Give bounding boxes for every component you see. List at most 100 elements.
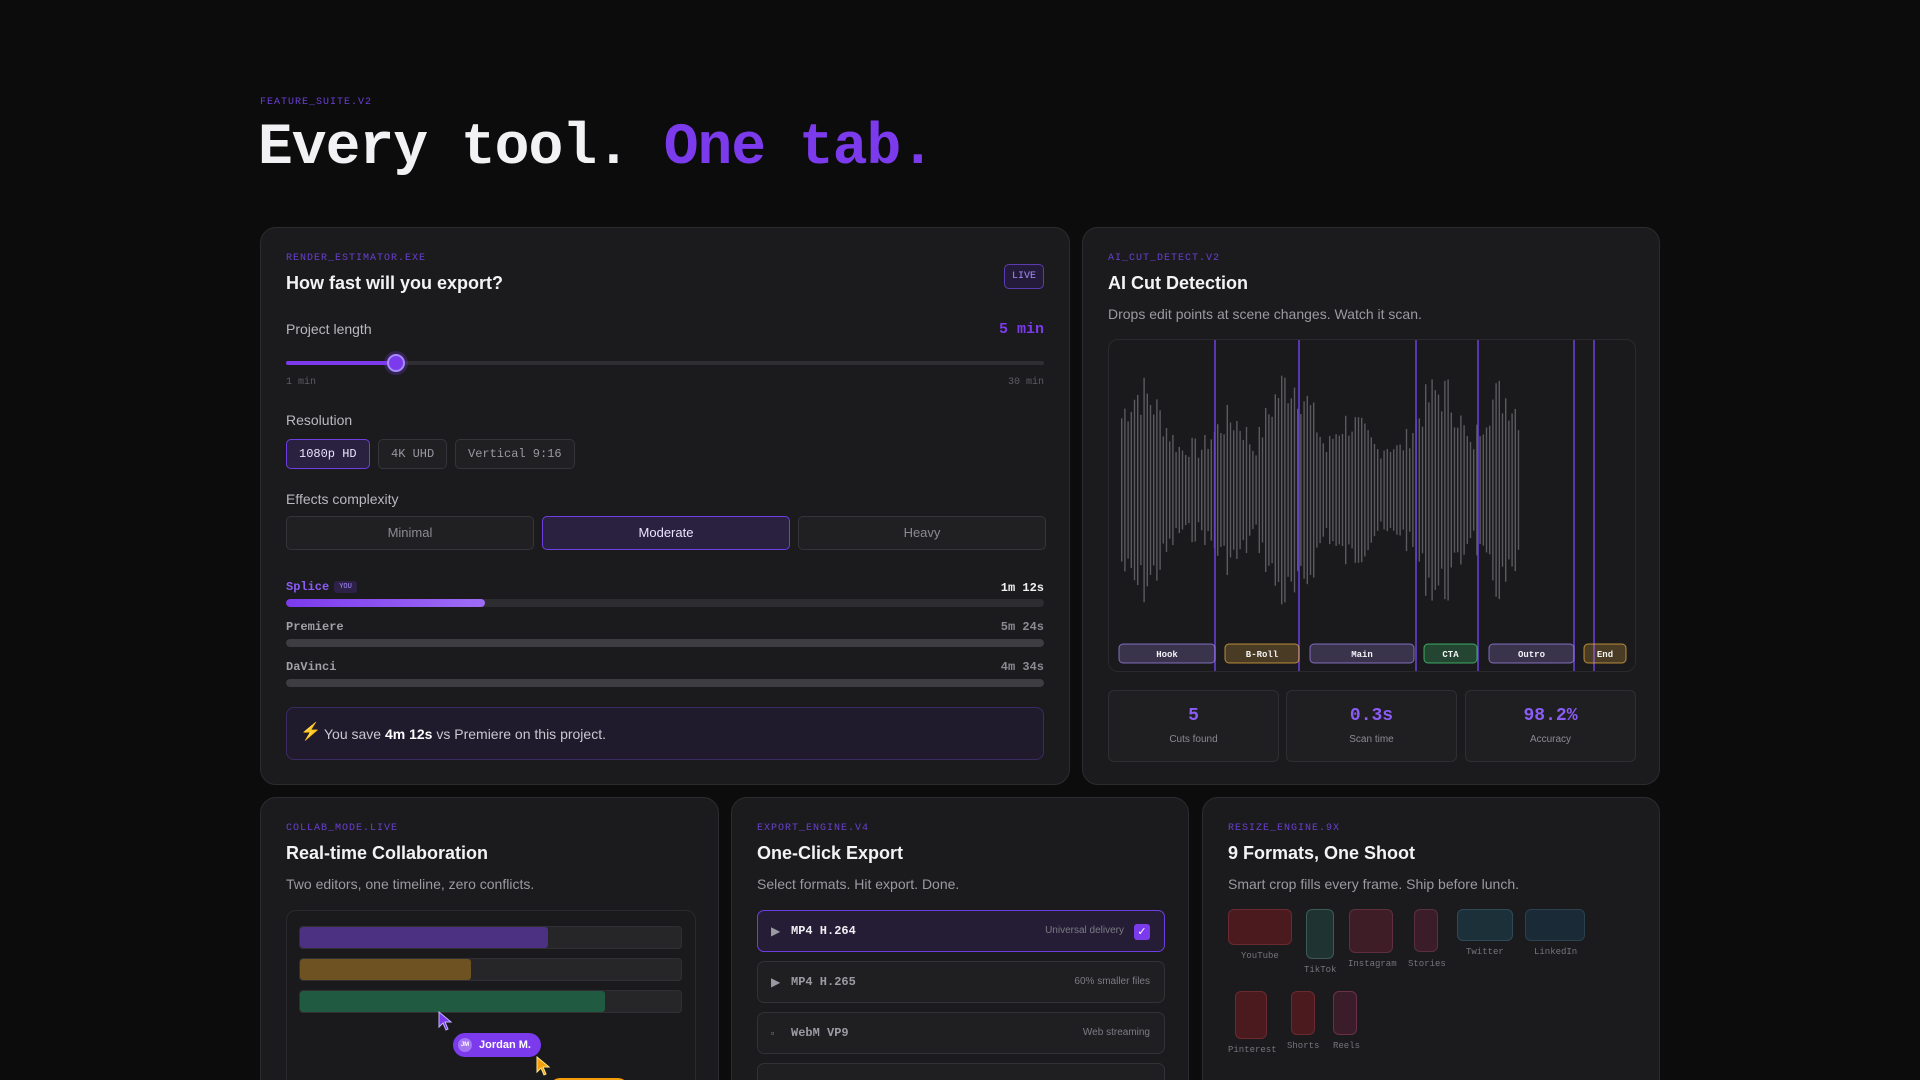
waveform-bar (1210, 439, 1212, 541)
frame-reels[interactable] (1333, 991, 1357, 1035)
slider-max-label: 30 min (1007, 377, 1044, 388)
waveform-bar (1217, 424, 1219, 556)
waveform-bar (1281, 375, 1283, 605)
waveform-bar (1127, 421, 1129, 559)
waveform-bar (1137, 394, 1139, 586)
result-bar-splice (286, 599, 1044, 607)
timeline-track[interactable] (299, 926, 682, 949)
collab-timeline: JM Jordan M. (286, 910, 696, 1080)
timeline-track[interactable] (299, 958, 682, 981)
result-name-premiere: Premiere (286, 620, 344, 634)
format-option-mp4-h264[interactable]: ▶ MP4 H.264 Universal delivery ✓ (757, 910, 1165, 952)
waveform-bar (1332, 438, 1334, 542)
frame-label-linkedin: LinkedIn (1534, 947, 1578, 957)
effects-option-heavy[interactable]: Heavy (798, 516, 1046, 550)
waveform-bar (1498, 380, 1500, 600)
savings-text: You save 4m 12s vs Premiere on this proj… (324, 726, 606, 742)
project-length-slider[interactable] (286, 354, 1044, 372)
waveform-bar (1393, 449, 1395, 531)
waveform-bar (1201, 449, 1203, 531)
square-icon: ▫ (771, 1028, 775, 1038)
waveform-bar (1453, 427, 1456, 553)
result-time-premiere: 5m 24s (1000, 620, 1044, 634)
format-option-partial[interactable] (757, 1063, 1165, 1080)
live-badge: LIVE (1003, 264, 1044, 289)
segment-label-outro[interactable]: Outro (1488, 643, 1575, 664)
waveform-bar (1345, 415, 1347, 565)
waveform-bar (1226, 404, 1228, 576)
waveform-bar (1169, 441, 1171, 539)
stat-cuts: 5 Cuts found (1108, 690, 1279, 762)
waveform-bar (1441, 411, 1443, 569)
frame-instagram[interactable] (1349, 909, 1393, 953)
segment-label-hook[interactable]: Hook (1118, 643, 1216, 664)
result-name-text: Splice (286, 580, 330, 594)
stat-label: Cuts found (1169, 734, 1218, 745)
format-option-mp4-h265[interactable]: ▶ MP4 H.265 60% smaller files (757, 961, 1165, 1003)
resolution-option-vertical[interactable]: Vertical 9:16 (455, 439, 575, 469)
effects-option-minimal[interactable]: Minimal (286, 516, 534, 550)
waveform-bar (1505, 398, 1507, 582)
frame-tiktok[interactable] (1306, 909, 1334, 959)
track-clip[interactable] (300, 927, 548, 948)
frame-shorts[interactable] (1291, 991, 1315, 1035)
waveform-bar (1428, 402, 1430, 578)
segment-label-text: B-Roll (1246, 650, 1279, 660)
frame-label-shorts: Shorts (1287, 1041, 1320, 1051)
waveform-bar (1514, 408, 1516, 572)
segment-label-b-roll[interactable]: B-Roll (1224, 643, 1300, 664)
waveform-bar (1309, 405, 1312, 575)
waveform-bar (1338, 435, 1340, 545)
waveform-bar (1162, 436, 1164, 544)
format-name: MP4 H.264 (791, 924, 856, 938)
waveform-bar (1354, 417, 1356, 563)
waveform-bar (1300, 414, 1302, 566)
waveform-bar (1457, 427, 1459, 553)
export-card: EXPORT_ENGINE.V4 One-Click Export Select… (731, 797, 1189, 1080)
resolution-label: Resolution (286, 412, 353, 428)
waveform-bar (1367, 430, 1369, 550)
waveform-bar (1399, 444, 1401, 536)
waveform-bar (1124, 408, 1126, 572)
waveform-bar (1437, 394, 1440, 586)
second-collaborator-tag (550, 1078, 628, 1080)
frame-twitter[interactable] (1457, 909, 1513, 941)
frame-youtube[interactable] (1228, 909, 1292, 945)
checkbox-checked-icon[interactable]: ✓ (1134, 924, 1150, 940)
track-clip[interactable] (300, 991, 605, 1012)
waveform-bar (1364, 423, 1366, 557)
waveform-bar (1463, 425, 1465, 555)
track-clip[interactable] (300, 959, 472, 980)
result-time-splice: 1m 12s (1000, 581, 1044, 595)
waveform-bar (1159, 410, 1161, 570)
waveform-bar (1277, 398, 1280, 582)
waveform-bar (1223, 434, 1225, 546)
card-tag: RESIZE_ENGINE.9X (1228, 823, 1341, 834)
waveform-bar (1165, 428, 1168, 552)
effects-option-moderate[interactable]: Moderate (542, 516, 790, 550)
play-icon: ▶ (771, 924, 781, 938)
frame-stories[interactable] (1414, 909, 1438, 952)
waveform-bar (1252, 450, 1254, 530)
timeline-track[interactable] (299, 990, 682, 1013)
segment-label-end[interactable]: End (1583, 643, 1627, 664)
waveform-bar (1370, 437, 1372, 543)
resolution-option-4k[interactable]: 4K UHD (378, 439, 448, 469)
segment-label-text: Hook (1156, 650, 1178, 660)
waveform-bar (1207, 448, 1209, 532)
title-main: Every tool. (258, 116, 631, 181)
waveform-bar (1389, 452, 1392, 528)
resolution-option-1080p[interactable]: 1080p HD (286, 439, 370, 469)
segment-label-cta[interactable]: CTA (1423, 643, 1478, 664)
waveform-bar (1322, 443, 1324, 537)
result-bar-premiere (286, 639, 1044, 647)
waveform-bar (1133, 399, 1136, 581)
format-option-webm-vp9[interactable]: ▫ WebM VP9 Web streaming (757, 1012, 1165, 1054)
segment-label-main[interactable]: Main (1309, 643, 1415, 664)
waveform-bar (1274, 394, 1276, 586)
frame-pinterest[interactable] (1235, 991, 1267, 1039)
waveform-bar (1181, 450, 1184, 530)
frame-label-tiktok: TikTok (1304, 965, 1337, 975)
slider-thumb[interactable] (386, 354, 405, 372)
frame-linkedin[interactable] (1525, 909, 1585, 941)
